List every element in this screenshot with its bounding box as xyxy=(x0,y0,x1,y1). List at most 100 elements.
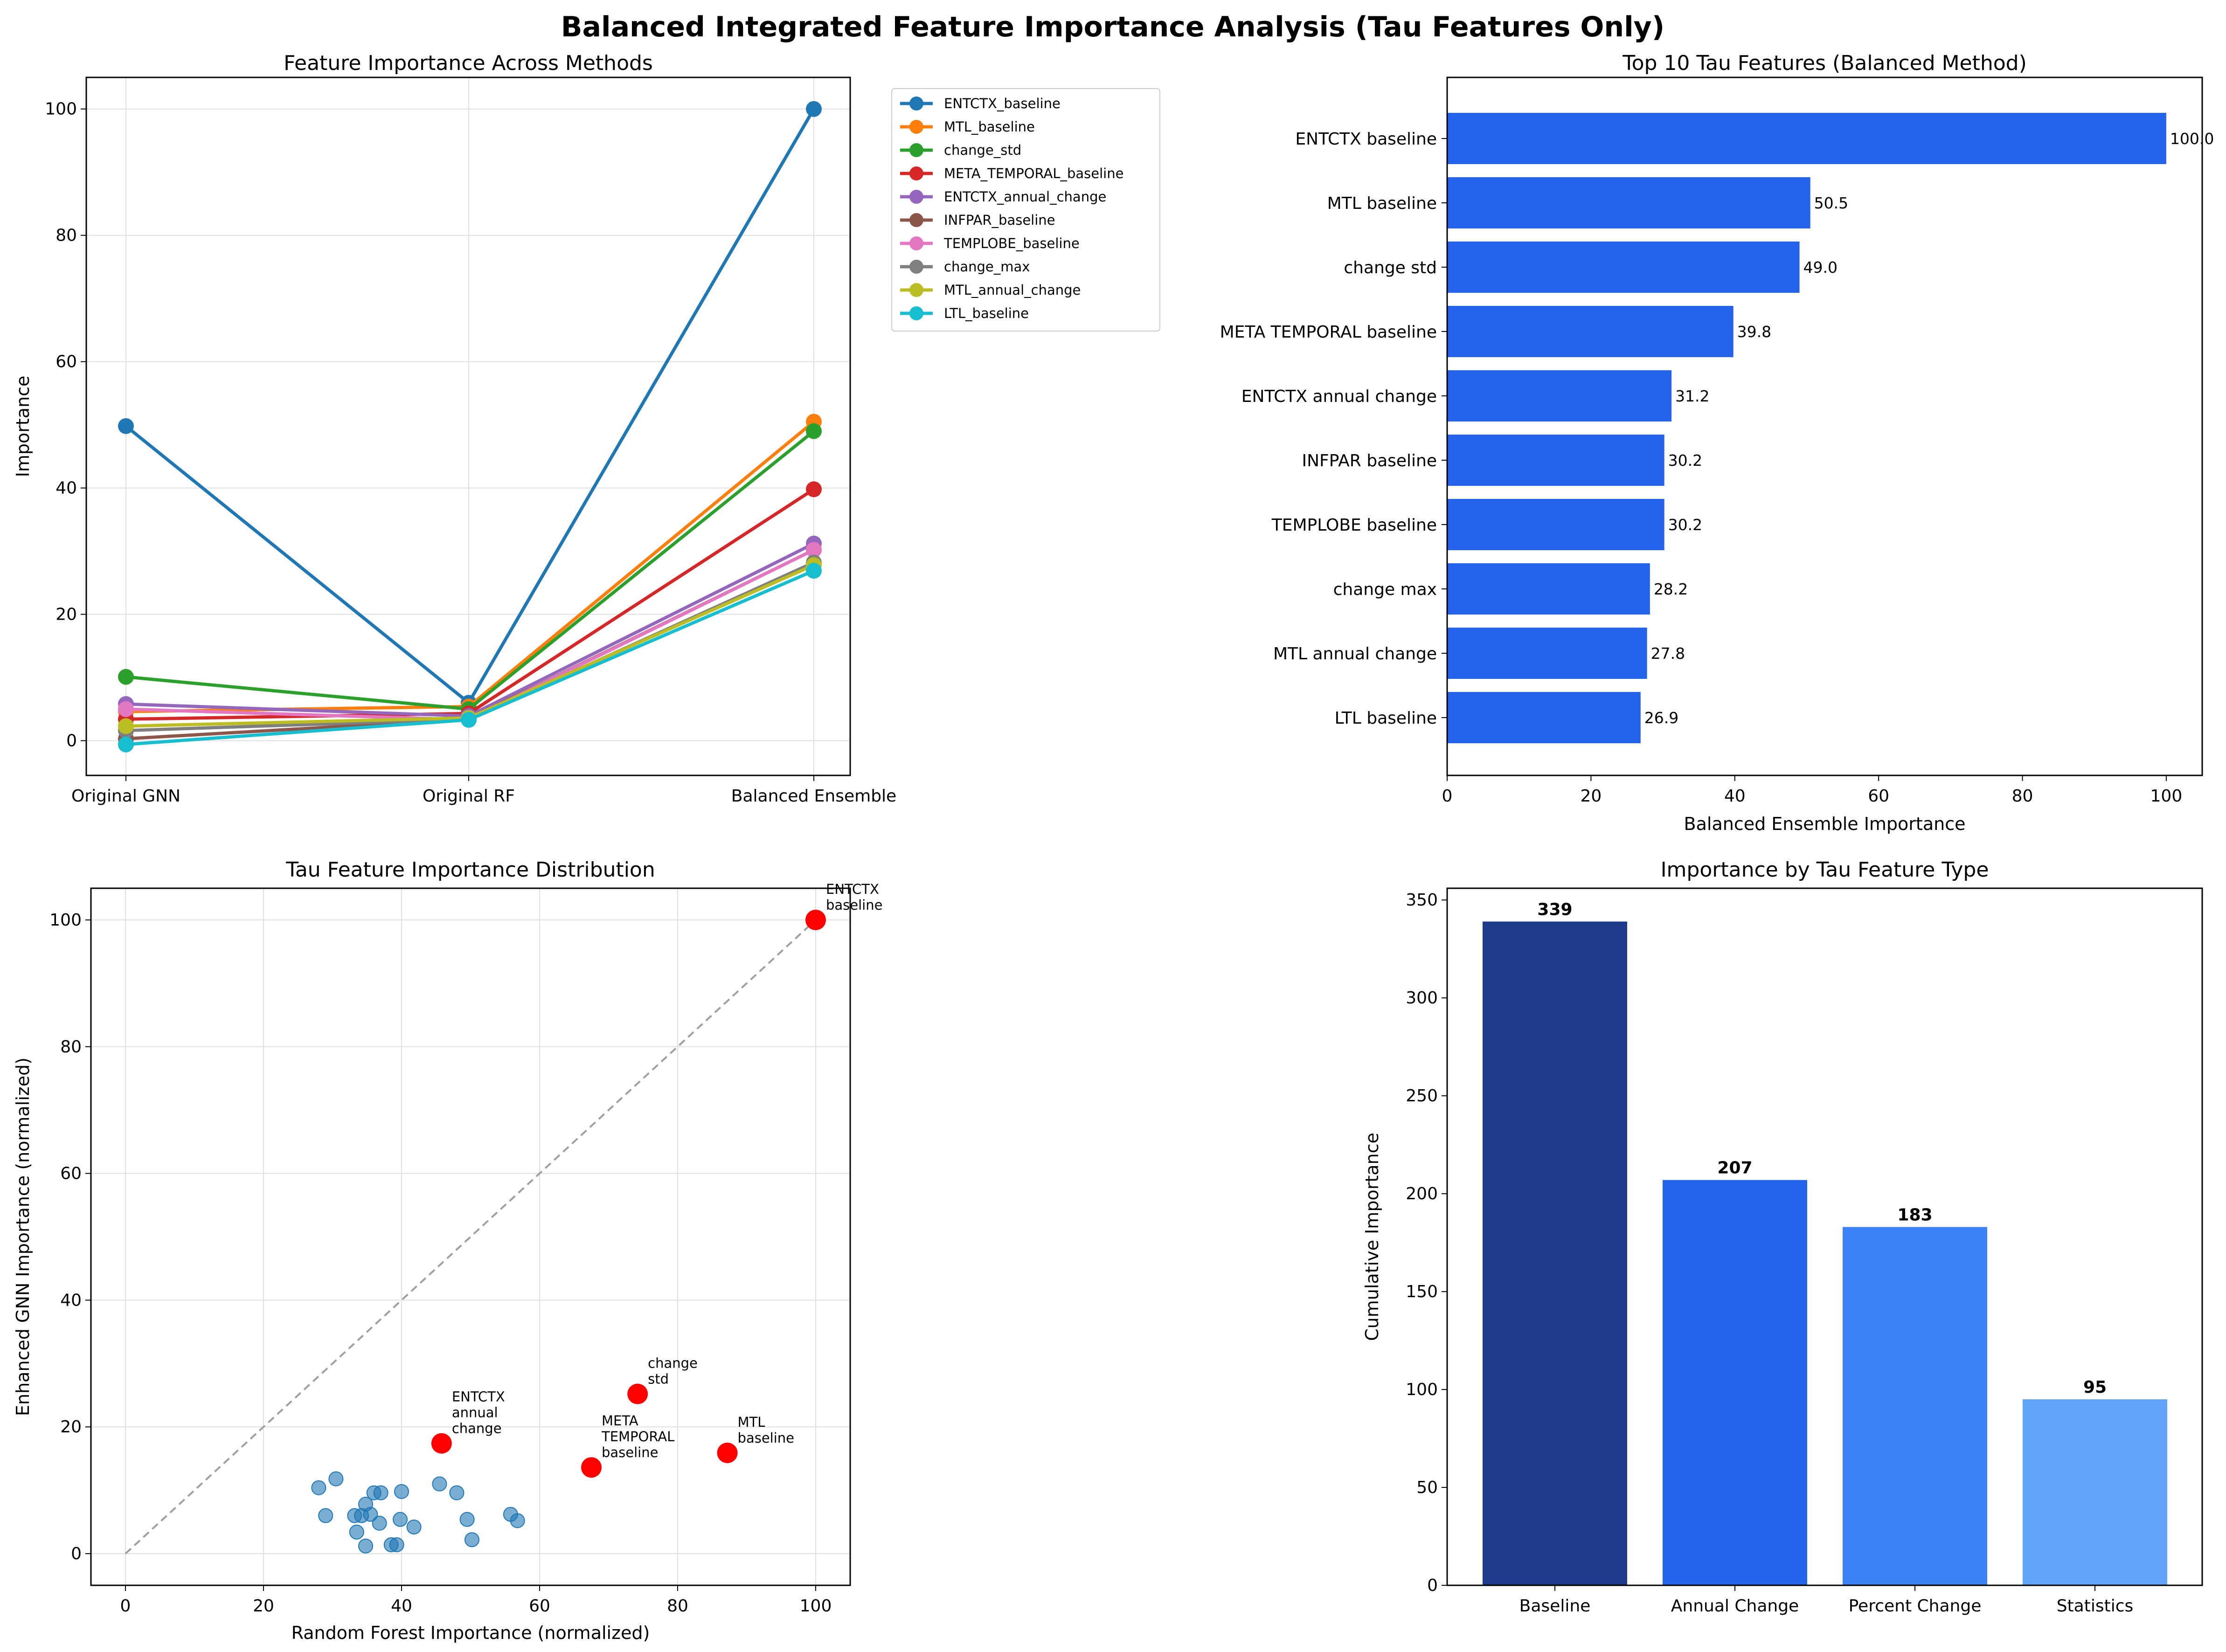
bar xyxy=(1447,499,1664,550)
plot-frame xyxy=(85,76,851,776)
bar xyxy=(1447,370,1672,422)
y-tick-label: change max xyxy=(1333,580,1437,599)
data-point xyxy=(118,736,134,753)
data-point xyxy=(806,563,822,579)
scatter-point xyxy=(363,1507,378,1522)
bar xyxy=(1447,177,1810,228)
legend-marker xyxy=(909,97,923,111)
y-tick-label: 0 xyxy=(66,731,77,750)
scatter-point xyxy=(406,1519,422,1534)
annotation-line: baseline xyxy=(826,897,882,913)
scatter-point xyxy=(311,1480,326,1495)
legend-label: INFPAR_baseline xyxy=(944,212,1055,228)
figure-title: Balanced Integrated Feature Importance A… xyxy=(561,11,1664,43)
bar-value-label: 28.2 xyxy=(1654,580,1688,598)
y-tick-label: 100 xyxy=(1406,1380,1438,1399)
scatter-point xyxy=(318,1508,333,1523)
series-line xyxy=(125,420,815,713)
point-annotation: MTL baseline xyxy=(738,1414,794,1446)
scatter-point xyxy=(464,1532,479,1548)
bar-value-label: 27.8 xyxy=(1651,644,1685,663)
y-tick-label: 20 xyxy=(55,605,77,624)
y-tick-label: 100 xyxy=(49,911,82,930)
x-tick-label: Baseline xyxy=(1519,1597,1591,1616)
series-line xyxy=(125,542,815,718)
legend-marker xyxy=(909,143,923,157)
scatter-point xyxy=(510,1513,525,1528)
point-annotation: META TEMPORAL baseline xyxy=(601,1413,674,1460)
y-tick-label: ENTCTX annual change xyxy=(1241,387,1437,406)
scatter-point xyxy=(449,1485,465,1500)
bar xyxy=(1483,921,1627,1585)
data-point xyxy=(118,418,134,434)
legend-label: META_TEMPORAL_baseline xyxy=(944,166,1123,181)
x-tick-label: 40 xyxy=(1724,787,1746,806)
x-tick-label: Original GNN xyxy=(71,787,180,806)
legend: ENTCTX_baseline MTL_baseline change_std MET… xyxy=(891,88,1160,332)
plot-frame xyxy=(1446,887,2203,1586)
annotation-line: MTL xyxy=(738,1414,765,1430)
x-tick-label: 0 xyxy=(1442,787,1453,806)
legend-label: ENTCTX_baseline xyxy=(944,96,1061,111)
annotation-line: change xyxy=(452,1421,502,1437)
y-axis-label: Cumulative Importance xyxy=(1362,1133,1382,1341)
y-tick-label: TEMPLOBE baseline xyxy=(1271,516,1437,535)
scatter-point xyxy=(328,1471,344,1486)
x-tick-label: Balanced Ensemble xyxy=(731,787,896,806)
scatter-point xyxy=(394,1484,409,1499)
x-tick-label: 20 xyxy=(1580,787,1602,806)
bar-value-label: 30.2 xyxy=(1668,516,1702,534)
data-point xyxy=(806,542,822,558)
bar xyxy=(1663,1180,1807,1585)
y-tick-label: LTL baseline xyxy=(1335,709,1437,728)
bar xyxy=(1447,113,2166,164)
annotation-line: META xyxy=(602,1413,638,1429)
annotation-line: TEMPORAL xyxy=(601,1429,674,1445)
x-tick-label: 80 xyxy=(2012,787,2033,806)
data-point xyxy=(806,481,822,498)
y-tick-label: change std xyxy=(1344,258,1437,277)
y-tick-label: 100 xyxy=(45,100,77,119)
legend-label: MTL_annual_change xyxy=(944,282,1081,298)
line-chart-methods: 0 20 40 60 80 100 Original GNN Original RF Balan… xyxy=(13,51,1160,806)
data-point xyxy=(461,712,477,728)
legend-label: change_max xyxy=(944,259,1030,275)
point-annotation: ENTCTX baseline xyxy=(826,881,882,913)
bar-value-label: 50.5 xyxy=(1814,194,1848,212)
legend-marker xyxy=(909,236,923,250)
legend-marker xyxy=(909,190,923,204)
x-tick-label: 100 xyxy=(2150,787,2183,806)
bar-value-label: 339 xyxy=(1537,900,1572,919)
bar-value-label: 100.0 xyxy=(2170,130,2214,148)
y-tick-label: 350 xyxy=(1406,891,1438,910)
y-tick-label: MTL annual change xyxy=(1273,644,1437,664)
annotation-line: ENTCTX xyxy=(826,881,879,897)
y-axis-label: Importance xyxy=(13,376,33,477)
legend-marker xyxy=(909,260,923,274)
bar xyxy=(1447,692,1641,743)
y-tick-label: ENTCTX baseline xyxy=(1295,130,1437,149)
scatter-point xyxy=(373,1485,388,1500)
annotation-line: ENTCTX xyxy=(452,1389,505,1405)
legend-label: LTL_baseline xyxy=(944,305,1029,321)
bar xyxy=(2023,1399,2167,1585)
y-tick-label: 300 xyxy=(1406,988,1438,1008)
bar-value-label: 30.2 xyxy=(1668,451,1702,470)
plot-frame xyxy=(1446,76,2203,776)
scatter-point xyxy=(459,1512,475,1527)
bar xyxy=(1447,435,1664,486)
highlighted-point xyxy=(717,1442,738,1463)
y-axis-label: Enhanced GNN Importance (normalized) xyxy=(13,1058,33,1416)
scatter-point xyxy=(358,1538,374,1554)
legend-marker xyxy=(909,120,923,134)
legend-marker xyxy=(909,166,923,180)
annotation-line: baseline xyxy=(602,1445,658,1460)
y-tick-label: 40 xyxy=(55,479,77,498)
data-point xyxy=(118,669,134,685)
y-tick-label: META TEMPORAL baseline xyxy=(1220,323,1437,342)
y-tick-label: 40 xyxy=(60,1291,82,1310)
series-line xyxy=(125,488,815,721)
bar xyxy=(1843,1227,1987,1585)
